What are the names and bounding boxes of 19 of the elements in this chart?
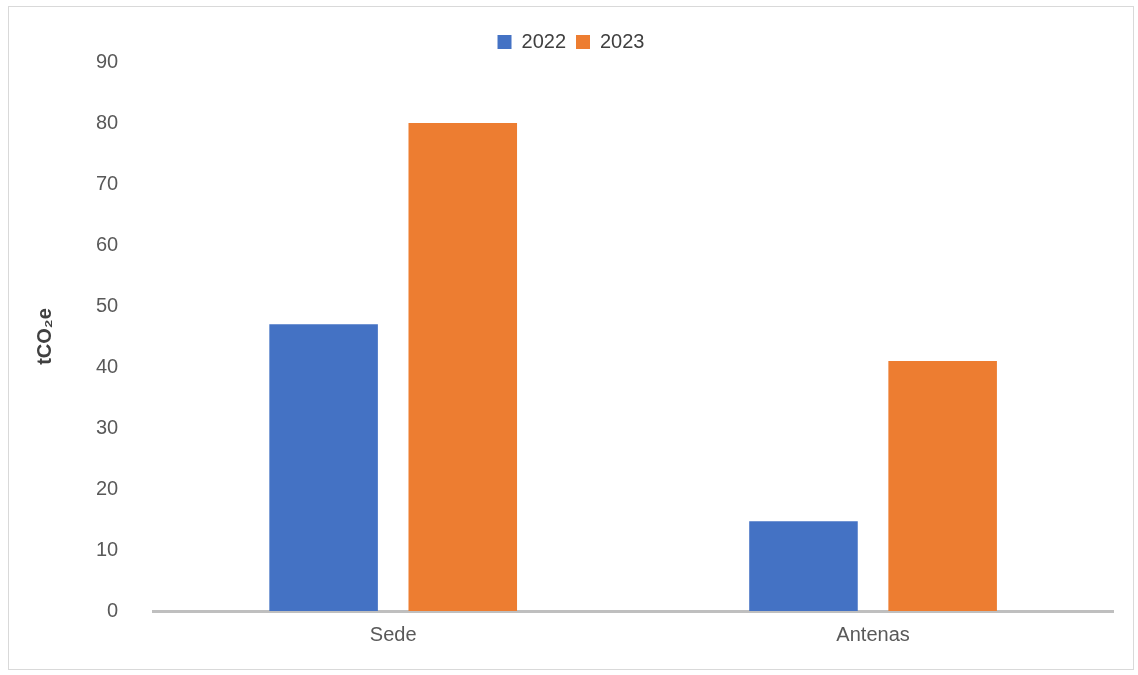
y-tick-label: 60	[96, 232, 119, 255]
y-tick-label: 40	[96, 354, 119, 377]
y-tick-label: 70	[96, 171, 119, 194]
y-tick-label: 20	[96, 476, 119, 499]
y-tick-label: 10	[96, 537, 119, 560]
bar	[269, 324, 378, 611]
bar	[888, 360, 997, 611]
y-tick-label: 50	[96, 293, 119, 316]
y-tick-label: 80	[96, 110, 119, 133]
bar	[749, 521, 858, 611]
x-tick-label: Antenas	[836, 622, 910, 645]
x-tick-label: Sede	[369, 622, 417, 645]
y-axis-title: tCO₂e	[32, 308, 55, 365]
y-tick-label: 90	[96, 49, 119, 72]
legend-label: 2022	[521, 29, 567, 52]
legend-label: 2023	[600, 29, 645, 52]
bar	[408, 123, 518, 611]
y-tick-label: 0	[107, 598, 119, 621]
y-tick-label: 30	[96, 415, 119, 438]
